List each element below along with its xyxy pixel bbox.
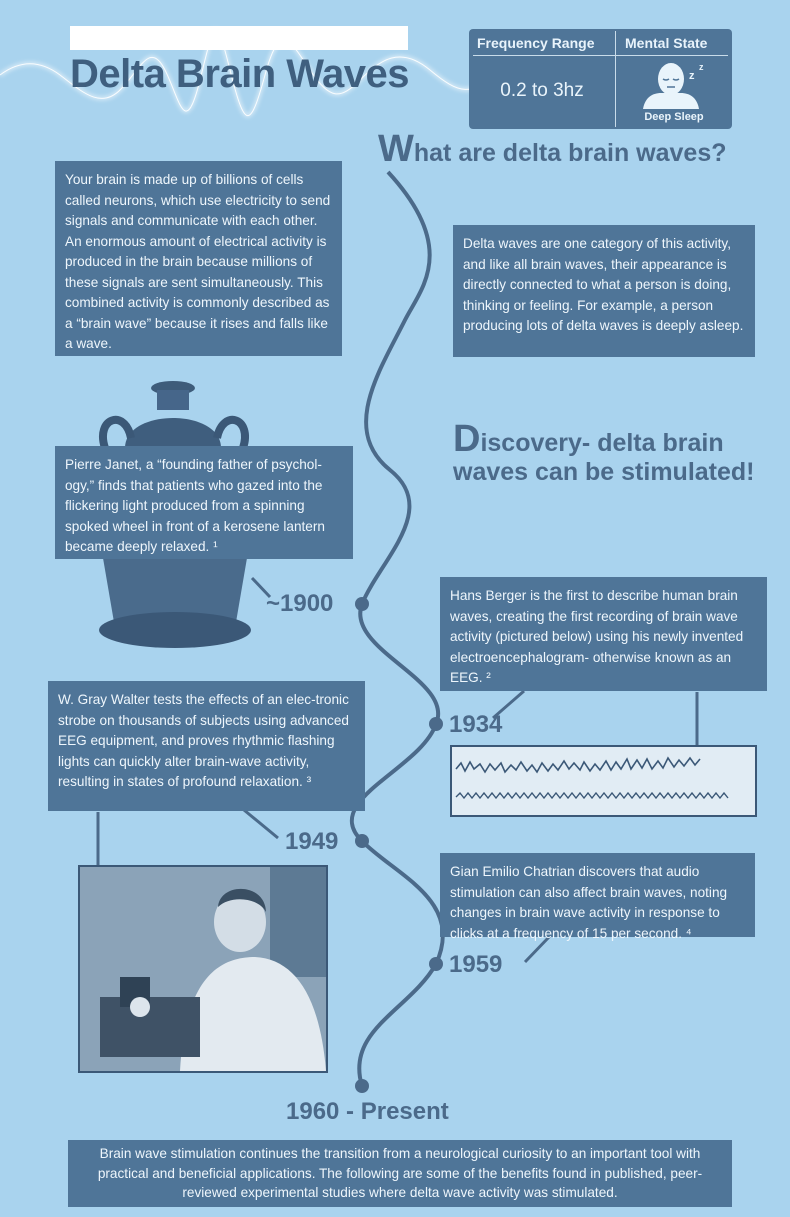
year-label-1934: 1934	[449, 711, 503, 738]
table-divider-vertical	[615, 31, 616, 127]
title-highlight-bar	[70, 26, 408, 50]
eeg-recording-image	[450, 745, 757, 817]
mental-state-value: Deep Sleep	[644, 111, 704, 123]
background-wave-decoration	[0, 28, 501, 118]
frequency-value: 0.2 to 3hz	[500, 80, 584, 101]
timeline-text-1949: W. Gray Walter tests the effects of an e…	[48, 681, 365, 811]
section-heading-discovery: Discovery- delta brain waves can be stim…	[453, 418, 755, 486]
section-heading-what-are-delta: What are delta brain waves?	[378, 128, 727, 170]
year-label-1949: 1949	[285, 828, 339, 855]
table-divider-horizontal	[473, 55, 728, 56]
frequency-range-header: Frequency Range	[477, 35, 595, 51]
delta-description-box: Delta waves are one category of this act…	[453, 225, 755, 357]
mental-state-header: Mental State	[625, 35, 708, 51]
timeline-text-1900: Pierre Janet, a “founding father of psyc…	[55, 446, 353, 559]
walter-photo-image	[78, 865, 328, 1073]
timeline-dot-1960	[355, 1079, 369, 1093]
intro-text-box: Your brain is made up of billions of cel…	[55, 161, 342, 356]
svg-text:z: z	[699, 62, 704, 72]
svg-text:z: z	[689, 70, 695, 82]
footer-text-box: Brain wave stimulation continues the tra…	[68, 1140, 732, 1207]
timeline-dot-1900	[355, 597, 369, 611]
timeline-text-1959: Gian Emilio Chatrian discovers that audi…	[440, 853, 755, 941]
sleeping-face-icon: z z	[643, 62, 704, 109]
timeline-dot-1949	[355, 834, 369, 848]
year-label-1959: 1959	[449, 951, 503, 978]
frequency-state-table: Frequency Range Mental State 0.2 to 3hz …	[469, 29, 732, 129]
year-label-1960-present: 1960 - Present	[286, 1098, 449, 1125]
year-label-1900: ~1900	[266, 590, 334, 617]
page-title: Delta Brain Waves	[70, 52, 410, 96]
timeline-dot-1934	[429, 717, 443, 731]
timeline-text-1934: Hans Berger is the first to describe hum…	[440, 577, 767, 691]
timeline-dot-1959	[429, 957, 443, 971]
